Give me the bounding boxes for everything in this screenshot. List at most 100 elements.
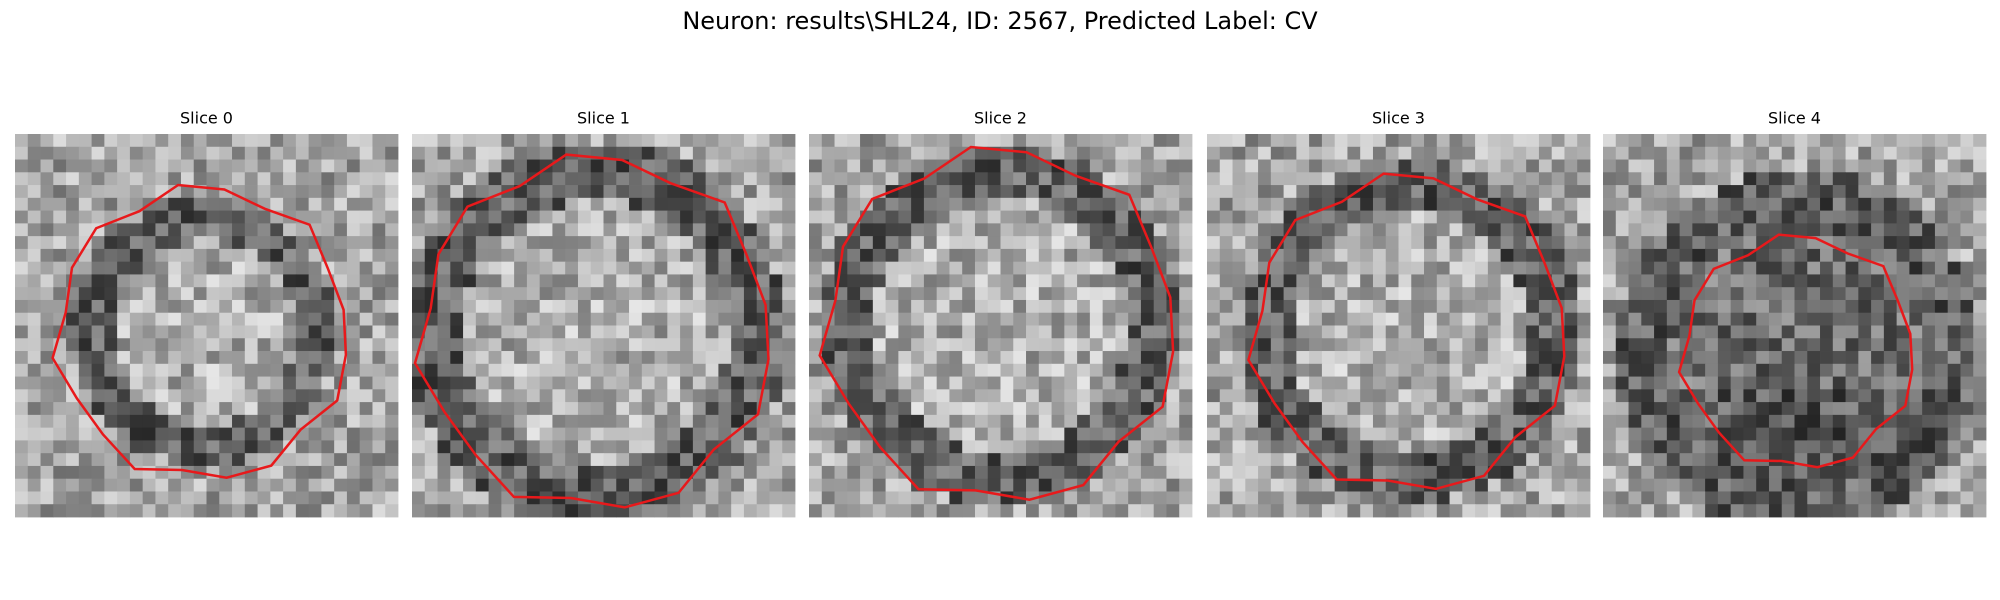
pixel bbox=[577, 261, 592, 275]
pixel bbox=[1513, 146, 1527, 160]
pixel bbox=[1654, 504, 1668, 518]
pixel bbox=[40, 414, 54, 429]
pixel bbox=[1372, 185, 1387, 199]
pixel bbox=[1334, 287, 1348, 301]
pixel bbox=[1641, 453, 1655, 467]
pixel bbox=[372, 146, 386, 160]
pixel bbox=[1973, 440, 1987, 454]
pixel bbox=[1538, 159, 1553, 173]
pixel bbox=[321, 287, 335, 301]
pixel bbox=[692, 159, 707, 173]
pixel bbox=[769, 389, 783, 403]
pixel bbox=[1051, 351, 1065, 365]
pixel bbox=[142, 363, 156, 377]
pixel bbox=[206, 402, 220, 416]
pixel bbox=[1179, 172, 1193, 186]
pixel bbox=[346, 287, 361, 301]
pixel bbox=[885, 351, 899, 365]
pixel bbox=[1973, 465, 1987, 480]
pixel bbox=[539, 389, 553, 403]
pixel bbox=[475, 478, 489, 492]
pixel bbox=[1258, 453, 1272, 467]
pixel bbox=[91, 287, 105, 301]
pixel bbox=[974, 440, 989, 454]
pixel bbox=[1641, 478, 1655, 492]
pixel bbox=[321, 185, 335, 199]
pixel bbox=[654, 440, 668, 454]
pixel bbox=[1551, 146, 1565, 160]
pixel bbox=[680, 299, 694, 314]
pixel bbox=[66, 185, 80, 199]
pixel bbox=[756, 185, 770, 199]
pixel bbox=[1128, 299, 1142, 314]
pixel bbox=[1064, 299, 1078, 314]
pixel bbox=[501, 236, 515, 250]
pixel bbox=[1564, 376, 1578, 390]
pixel bbox=[372, 197, 386, 211]
pixel bbox=[1077, 299, 1091, 314]
pixel bbox=[1283, 134, 1297, 148]
pixel bbox=[1064, 465, 1078, 480]
pixel bbox=[1666, 376, 1680, 390]
pixel bbox=[847, 261, 861, 275]
pixel bbox=[756, 197, 770, 211]
pixel bbox=[1347, 363, 1361, 377]
pixel bbox=[424, 351, 438, 365]
pixel bbox=[142, 491, 156, 505]
pixel bbox=[15, 197, 29, 211]
pixel bbox=[1500, 453, 1514, 467]
pixel bbox=[577, 236, 592, 250]
pixel bbox=[667, 236, 681, 250]
pixel bbox=[1385, 223, 1399, 237]
pixel bbox=[1372, 299, 1387, 314]
pixel bbox=[40, 299, 54, 314]
pixel bbox=[654, 312, 668, 326]
pixel bbox=[552, 325, 566, 339]
pixel bbox=[1564, 146, 1578, 160]
pixel bbox=[1871, 478, 1885, 492]
pixel bbox=[1013, 325, 1027, 339]
pixel bbox=[1411, 389, 1425, 403]
pixel bbox=[104, 440, 118, 454]
pixel bbox=[1207, 504, 1221, 518]
pixel bbox=[1628, 248, 1642, 263]
pixel bbox=[1385, 465, 1399, 480]
pixel bbox=[372, 504, 386, 518]
pixel bbox=[1666, 261, 1680, 275]
pixel bbox=[1705, 261, 1719, 275]
pixel bbox=[1398, 210, 1412, 224]
pixel bbox=[168, 236, 182, 250]
pixel bbox=[1398, 427, 1412, 441]
pixel bbox=[1334, 376, 1348, 390]
pixel bbox=[463, 363, 477, 377]
pixel bbox=[1820, 210, 1834, 224]
pixel bbox=[1153, 146, 1167, 160]
pixel bbox=[1947, 312, 1961, 326]
pixel bbox=[1883, 453, 1898, 467]
pixel bbox=[809, 261, 823, 275]
pixel bbox=[475, 159, 489, 173]
pixel bbox=[15, 172, 29, 186]
pixel bbox=[117, 504, 131, 518]
pixel bbox=[898, 248, 912, 263]
pixel bbox=[641, 440, 655, 454]
pixel bbox=[565, 504, 579, 518]
pixel bbox=[603, 261, 617, 275]
pixel bbox=[488, 325, 502, 339]
pixel bbox=[168, 325, 182, 339]
pixel bbox=[974, 351, 989, 365]
pixel bbox=[654, 351, 668, 365]
pixel bbox=[1781, 376, 1795, 390]
pixel bbox=[424, 338, 438, 352]
pixel bbox=[1781, 427, 1795, 441]
pixel bbox=[1666, 351, 1680, 365]
pixel bbox=[1179, 185, 1193, 199]
pixel bbox=[53, 453, 67, 467]
pixel bbox=[949, 223, 963, 237]
pixel bbox=[1207, 159, 1221, 173]
pixel bbox=[1089, 299, 1104, 314]
pixel bbox=[1743, 185, 1757, 199]
pixel bbox=[782, 134, 796, 148]
pixel bbox=[782, 363, 796, 377]
pixel bbox=[1896, 248, 1910, 263]
